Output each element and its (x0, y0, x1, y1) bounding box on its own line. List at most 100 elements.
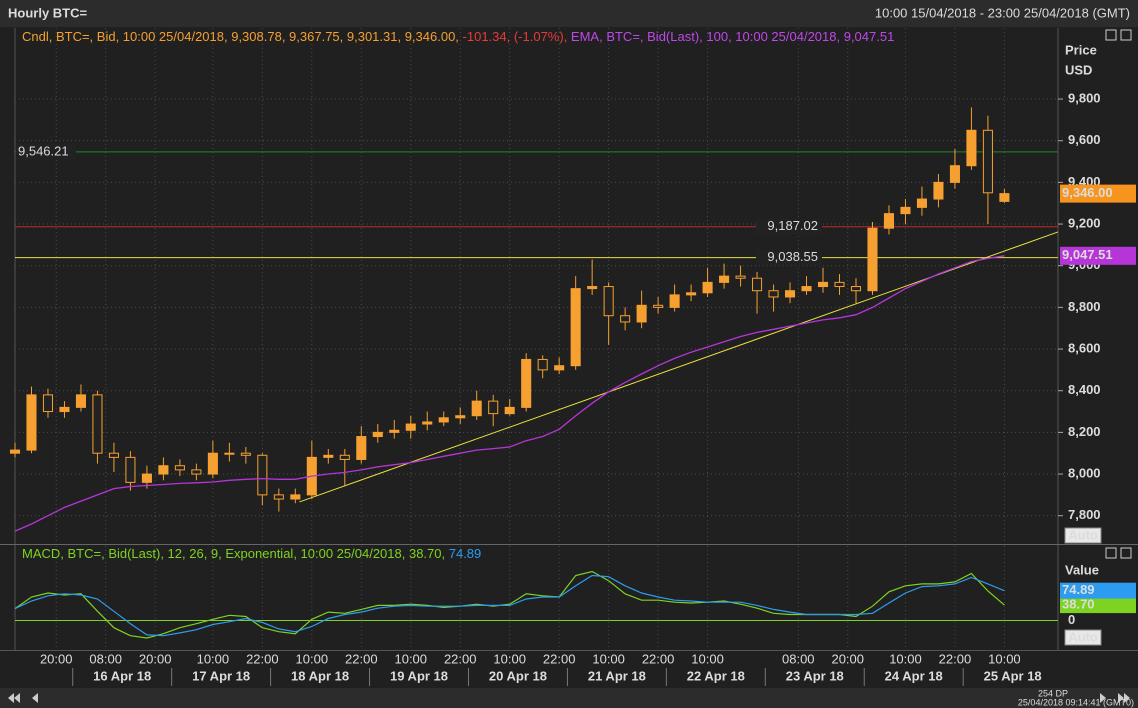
candle-body (471, 400, 482, 417)
last-value-badge (1060, 246, 1136, 265)
candle-body (883, 213, 895, 229)
points-count: 254 DP (1038, 688, 1068, 698)
x-tick-label: 10:00 (493, 651, 526, 666)
x-tick-label: 10:00 (691, 651, 724, 666)
y-tick-label: 8,600 (1068, 340, 1101, 355)
candle-body (42, 394, 54, 413)
title-bar (0, 0, 1138, 27)
line-label: 9,546.21 (18, 143, 69, 158)
scroll-last[interactable] (1118, 693, 1130, 703)
axis-title: Price (1065, 42, 1097, 57)
x-tick-label: 22:00 (444, 651, 477, 666)
auto-button-label[interactable]: Auto (1068, 527, 1098, 542)
candle-body (653, 304, 664, 308)
candle-body (554, 365, 565, 371)
y-tick-label: 0 (1068, 612, 1075, 627)
candle-body (372, 431, 383, 438)
nav-buttons[interactable] (8, 693, 1130, 703)
candle-body (537, 358, 548, 371)
y-tick-label: 9,200 (1068, 215, 1101, 230)
candle-body (686, 292, 697, 296)
x-tick-label: 10:00 (592, 651, 625, 666)
candle-body (867, 227, 878, 292)
status-timestamp: 25/04/2018 09:14:41 (GMT0) (1018, 697, 1134, 707)
candle-body (521, 358, 532, 408)
axis-title: USD (1065, 62, 1092, 77)
maximize-button[interactable] (1105, 29, 1117, 41)
auto-button[interactable] (1064, 629, 1102, 646)
x-tick-label: 20:00 (40, 651, 73, 666)
candle-body (933, 181, 944, 200)
y-tick-label: 8,800 (1068, 299, 1101, 314)
candle-body (620, 315, 631, 323)
x-tick-label: 10:00 (296, 651, 329, 666)
candle-body (900, 206, 911, 215)
x-tick-label: 10:00 (988, 651, 1021, 666)
y-tick-label: 8,200 (1068, 424, 1101, 439)
pane-icons[interactable] (1105, 29, 1132, 559)
last-value-label: 9,047.51 (1062, 247, 1113, 262)
day-label: 24 Apr 18 (885, 668, 943, 683)
legend-entry: -101.34, (-1.07%), (463, 29, 571, 44)
candle-body (59, 406, 70, 413)
day-label: 18 Apr 18 (291, 668, 349, 683)
axis-title: Value (1065, 562, 1099, 577)
candle-body (817, 281, 829, 288)
candle-body (125, 456, 136, 483)
x-tick-label: 08:00 (89, 651, 122, 666)
y-tick-label: 8,400 (1068, 382, 1101, 397)
candle-body (966, 129, 977, 167)
auto-button-label[interactable]: Auto (1068, 629, 1098, 644)
x-tick-label: 10:00 (394, 651, 427, 666)
y-tick-label: 9,600 (1068, 132, 1101, 147)
candle-body (719, 275, 730, 283)
last-value-label: 74.89 (1062, 582, 1095, 597)
candle-body (240, 452, 251, 456)
line-label: 9,187.02 (767, 218, 818, 233)
candle-body (949, 165, 960, 183)
candle-body (669, 294, 680, 308)
y-tick-label: 9,800 (1068, 90, 1101, 105)
candle-body (801, 286, 812, 292)
day-label: 21 Apr 18 (588, 668, 646, 683)
candle-body (422, 421, 433, 425)
candle-body (356, 436, 367, 460)
line-label-bg (16, 143, 76, 160)
candle-body (587, 286, 598, 290)
last-value-label: 9,346.00 (1062, 185, 1113, 200)
x-tick-label: 10:00 (889, 651, 922, 666)
close-button[interactable] (1120, 547, 1132, 559)
candle-body (323, 454, 334, 458)
last-value-badge (1060, 184, 1136, 203)
time-range: 10:00 15/04/2018 - 23:00 25/04/2018 (GMT… (875, 5, 1130, 20)
legend-entry: MACD, BTC=, Bid(Last), 12, 26, 9, Expone… (22, 546, 449, 561)
day-label: 23 Apr 18 (786, 668, 844, 683)
candle-body (26, 394, 37, 451)
scroll-first[interactable] (8, 693, 20, 703)
candle-body (9, 449, 21, 454)
candle-body (92, 394, 103, 454)
candle-body (982, 129, 993, 194)
macd-line (14, 574, 1005, 637)
candle-body (389, 429, 400, 433)
scroll-back[interactable] (32, 693, 38, 703)
candle-body (339, 454, 350, 460)
last-value-badge (1060, 597, 1136, 614)
close-button[interactable] (1120, 29, 1132, 41)
line-label-bg (756, 249, 822, 266)
candle-body (257, 454, 268, 496)
candle-body (916, 198, 927, 208)
legend-entry: 74.89 (449, 546, 482, 561)
window-title: Hourly BTC= (8, 5, 88, 20)
day-label: 20 Apr 18 (489, 668, 547, 683)
candle-body (141, 473, 152, 483)
x-tick-label: 20:00 (831, 651, 864, 666)
auto-button[interactable] (1064, 527, 1102, 544)
candle-body (999, 193, 1010, 202)
scroll-forward[interactable] (1100, 693, 1106, 703)
candle-body (603, 286, 614, 317)
x-tick-label: 22:00 (543, 651, 576, 666)
maximize-button[interactable] (1105, 547, 1117, 559)
